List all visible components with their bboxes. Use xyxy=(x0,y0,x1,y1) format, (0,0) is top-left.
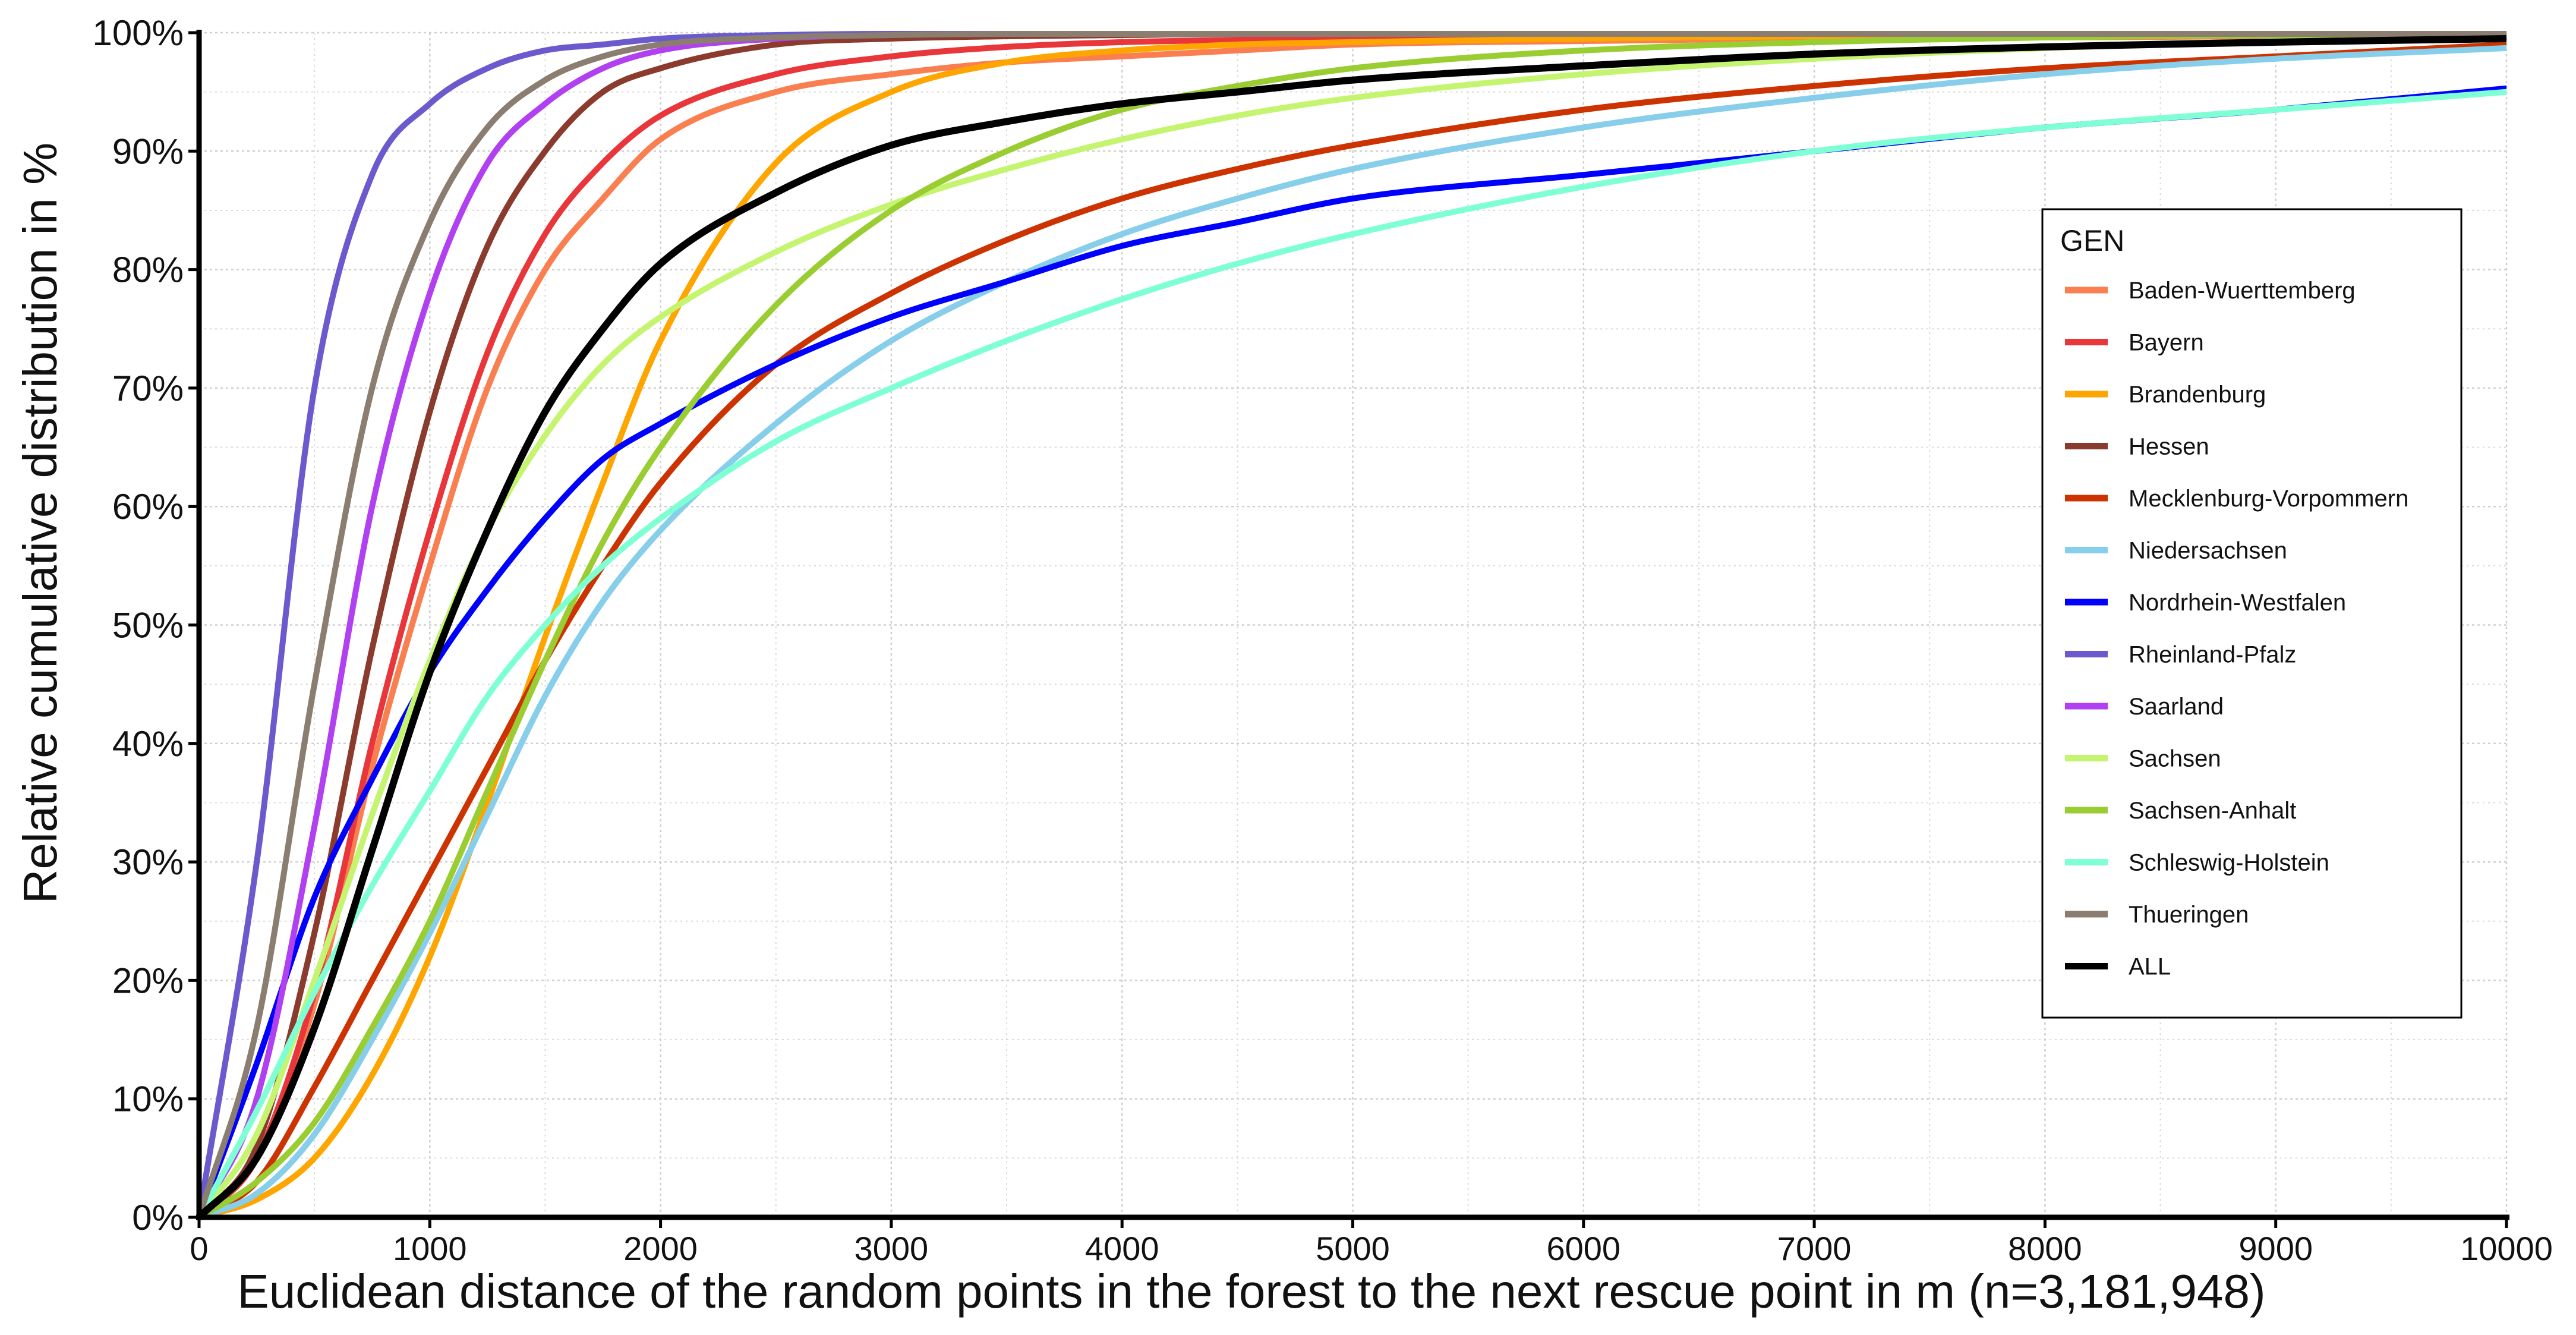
series-line-thueringen xyxy=(199,30,2506,1217)
legend-label-hessen: Hessen xyxy=(2129,434,2209,460)
legend-label-bayern: Bayern xyxy=(2129,330,2204,356)
x-tick-label: 4000 xyxy=(1085,1230,1159,1267)
y-tick-label: 10% xyxy=(112,1079,184,1119)
y-tick-label: 70% xyxy=(112,369,184,408)
legend-label-thueringen: Thueringen xyxy=(2129,902,2249,928)
y-tick-label: 90% xyxy=(112,131,184,171)
y-tick-label: 100% xyxy=(93,13,184,53)
y-tick-label: 40% xyxy=(112,724,184,764)
x-tick-label: 9000 xyxy=(2238,1230,2313,1267)
y-tick-label: 20% xyxy=(112,961,184,1000)
x-tick-label: 8000 xyxy=(2008,1230,2082,1267)
x-axis-title: Euclidean distance of the random points … xyxy=(237,1265,2265,1318)
legend-label-baden-wuerttemberg: Baden-Wuerttemberg xyxy=(2129,278,2356,304)
legend-title: GEN xyxy=(2060,224,2124,257)
series-lines xyxy=(199,30,2506,1217)
series-line-all xyxy=(199,35,2506,1217)
y-tick-label: 80% xyxy=(112,250,184,290)
x-tick-label: 7000 xyxy=(1777,1230,1852,1267)
series-line-mecklenburg-vorpommern xyxy=(199,41,2506,1217)
x-tick-label: 2000 xyxy=(623,1230,698,1267)
legend-label-saarland: Saarland xyxy=(2129,694,2224,720)
y-tick-label: 60% xyxy=(112,487,184,527)
legend-label-mecklenburg-vorpommern: Mecklenburg-Vorpommern xyxy=(2129,486,2408,512)
series-line-schleswig-holstein xyxy=(199,89,2506,1217)
legend-label-nordrhein-westfalen: Nordrhein-Westfalen xyxy=(2129,590,2346,616)
axes xyxy=(188,30,2509,1228)
y-axis-title: Relative cumulative distribution in % xyxy=(14,143,67,904)
legend-box xyxy=(2041,208,2463,1019)
x-tick-label: 3000 xyxy=(855,1230,929,1267)
y-tick-label: 0% xyxy=(132,1198,184,1238)
y-tick-label: 30% xyxy=(112,842,184,882)
x-tick-label: 10000 xyxy=(2460,1230,2553,1267)
legend-label-niedersachsen: Niedersachsen xyxy=(2129,538,2287,564)
legend-label-rheinland-pfalz: Rheinland-Pfalz xyxy=(2129,642,2296,668)
series-line-niedersachsen xyxy=(199,45,2506,1217)
legend-label-sachsen: Sachsen xyxy=(2129,746,2221,772)
legend-label-sachsen-anhalt: Sachsen-Anhalt xyxy=(2129,798,2296,824)
legend-label-schleswig-holstein: Schleswig-Holstein xyxy=(2129,850,2329,876)
x-tick-label: 5000 xyxy=(1316,1230,1390,1267)
legend-label-brandenburg: Brandenburg xyxy=(2129,382,2266,408)
x-tick-label: 1000 xyxy=(393,1230,467,1267)
x-tick-label: 0 xyxy=(190,1230,208,1267)
legend-label-all: ALL xyxy=(2129,954,2171,980)
tick-labels: 0 1000 2000 3000 4000 5000 6000 7000 8000 9000 100… xyxy=(93,13,2553,1267)
series-line-sachsen-anhalt xyxy=(199,31,2506,1217)
y-tick-label: 50% xyxy=(112,606,184,646)
x-tick-label: 6000 xyxy=(1547,1230,1621,1267)
